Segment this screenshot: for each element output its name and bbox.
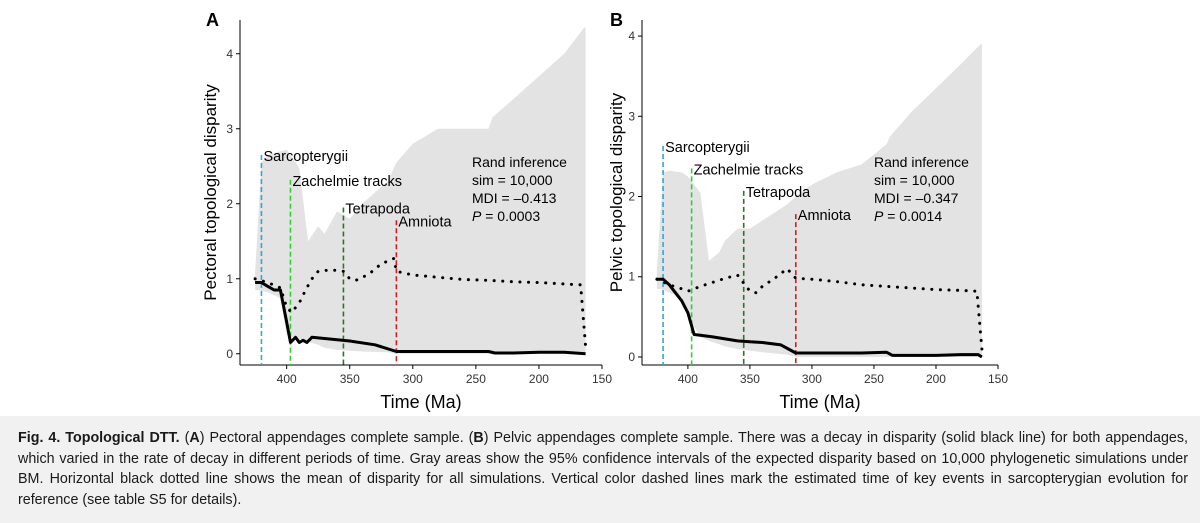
figure-dtt: 0 1 2 3 4 400 350 300 250 200 150 Time (Ma) Pectoral…: [201, 10, 1008, 412]
y-tick-label: 3: [226, 122, 233, 136]
y-axis-title: Pelvic topological disparity: [607, 92, 626, 292]
caption-label: Fig. 4. Topological DTT.: [18, 430, 180, 446]
x-tick-label: 300: [403, 372, 423, 386]
y-axis-title: Pectoral topological disparity: [201, 84, 220, 301]
annotation-line-1: Rand inference: [874, 154, 969, 170]
caption-b-label: B: [473, 430, 484, 446]
mean-simulated-line: [655, 267, 984, 351]
x-tick-label: 350: [740, 372, 760, 386]
annotation-p-value: = 0.0014: [883, 208, 942, 224]
x-axis-title: Time (Ma): [380, 392, 461, 412]
annotation-p-label: P: [874, 208, 884, 224]
x-tick-label: 150: [592, 372, 612, 386]
confidence-band: [656, 44, 982, 357]
y-tick-label: 0: [226, 347, 233, 361]
x-tick-label: 400: [277, 372, 297, 386]
y-tick-label: 1: [226, 272, 233, 286]
confidence-band: [255, 27, 586, 354]
panel-label: B: [610, 10, 623, 30]
y-tick-label: 3: [628, 109, 635, 123]
event-label: Amniota: [798, 208, 852, 224]
event-label: Zachelmie tracks: [292, 174, 402, 190]
caption-b-text: ) Pelvic appendages complete sample. The…: [18, 430, 1188, 508]
annotation-line-2: sim = 10,000: [472, 172, 553, 188]
event-label: Sarcopterygii: [665, 140, 750, 156]
annotation-line-4: P = 0.0014: [874, 208, 942, 224]
x-axis-title: Time (Ma): [779, 392, 860, 412]
y-tick-label: 4: [226, 47, 233, 61]
annotation-line-4: P = 0.0003: [472, 208, 540, 224]
x-tick-label: 200: [926, 372, 946, 386]
event-label: Tetrapoda: [746, 185, 811, 201]
annotation-line-3: MDI = –0.413: [472, 190, 557, 206]
caption-a-text: ) Pectoral appendages complete sample. (: [199, 430, 474, 446]
x-tick-label: 400: [678, 372, 698, 386]
caption-a-open: (: [179, 430, 190, 446]
annotation-p-value: = 0.0003: [481, 208, 540, 224]
y-tick-label: 1: [628, 270, 635, 284]
x-tick-label: 300: [802, 372, 822, 386]
caption-a-label: A: [189, 430, 200, 446]
event-label: Tetrapoda: [345, 202, 410, 218]
figure-caption: Fig. 4. Topological DTT. (A) Pectoral ap…: [18, 428, 1188, 510]
observed-disparity-line: [255, 281, 586, 356]
annotation-line-3: MDI = –0.347: [874, 190, 959, 206]
annotation-line-2: sim = 10,000: [874, 172, 955, 188]
y-tick-label: 0: [628, 350, 635, 364]
x-tick-label: 150: [988, 372, 1008, 386]
x-tick-label: 200: [529, 372, 549, 386]
panel-a: 0 1 2 3 4 400 350 300 250 200 150 Time (Ma) Pectoral…: [201, 10, 612, 412]
y-tick-label: 2: [628, 190, 635, 204]
x-tick-label: 350: [340, 372, 360, 386]
y-tick-label: 2: [226, 197, 233, 211]
observed-disparity-line: [656, 277, 983, 359]
event-label: Zachelmie tracks: [694, 162, 804, 178]
x-tick-label: 250: [466, 372, 486, 386]
panel-label: A: [206, 10, 219, 30]
event-label: Sarcopterygii: [263, 149, 348, 165]
annotation-line-1: Rand inference: [472, 154, 567, 170]
y-tick-label: 4: [628, 29, 635, 43]
x-tick-label: 250: [864, 372, 884, 386]
caption-band: Fig. 4. Topological DTT. (A) Pectoral ap…: [0, 416, 1200, 523]
panel-b: 0 1 2 3 4 400 350 300 250 200 150 Time (Ma) Pelvic t…: [607, 10, 1008, 412]
event-label: Amniota: [398, 214, 452, 230]
annotation-p-label: P: [472, 208, 482, 224]
